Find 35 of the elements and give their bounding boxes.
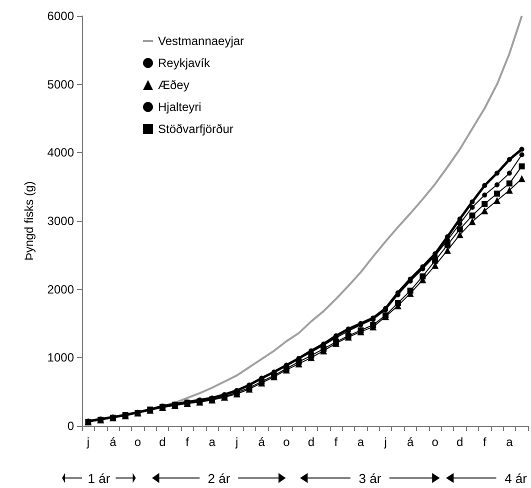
y-tick-label: 6000 xyxy=(47,9,74,23)
text: 1 ár xyxy=(86,470,112,486)
text: 4 ár xyxy=(504,470,528,486)
x-tick-label: o xyxy=(283,435,290,449)
x-tick-label: á xyxy=(406,435,414,449)
x-tick-label: d xyxy=(456,435,464,449)
x-tick-label: á xyxy=(110,435,117,449)
legend-label: Hjalteyri xyxy=(158,100,202,114)
y-tick-label: 4000 xyxy=(47,146,74,160)
y-tick-label: 1000 xyxy=(47,350,74,365)
text: 3 ár xyxy=(358,470,382,486)
x-tick-label: o xyxy=(134,435,142,449)
x-tick-label: f xyxy=(482,435,487,449)
x-tick-label: d xyxy=(308,435,315,449)
x-tick-label: a xyxy=(208,435,216,449)
legend-label: Æðey xyxy=(158,78,190,92)
y-tick-label: 0 xyxy=(67,419,74,433)
x-tick-label: j xyxy=(383,435,387,449)
x-tick-label: á xyxy=(258,435,266,449)
x-tick-label: j xyxy=(86,435,90,449)
text: 2 ár xyxy=(206,470,232,486)
legend-label: Vestmannaeyjar xyxy=(158,34,244,48)
y-tick-label: 5000 xyxy=(47,77,74,92)
legend-label: Reykjavík xyxy=(158,56,212,70)
x-tick-label: j xyxy=(234,435,238,449)
y-tick-label: 3000 xyxy=(47,214,74,228)
x-tick-label: f xyxy=(186,435,190,449)
x-tick-label: o xyxy=(432,435,439,449)
x-tick-label: f xyxy=(334,435,338,449)
legend-label: Stöðvarfjörður xyxy=(158,122,234,136)
x-tick-label: a xyxy=(506,435,514,449)
y-axis-title: Þyngd fisks (g) xyxy=(22,181,36,261)
x-tick-label: a xyxy=(357,435,364,449)
x-tick-label: d xyxy=(159,435,166,449)
y-tick-label: 2000 xyxy=(47,282,74,296)
